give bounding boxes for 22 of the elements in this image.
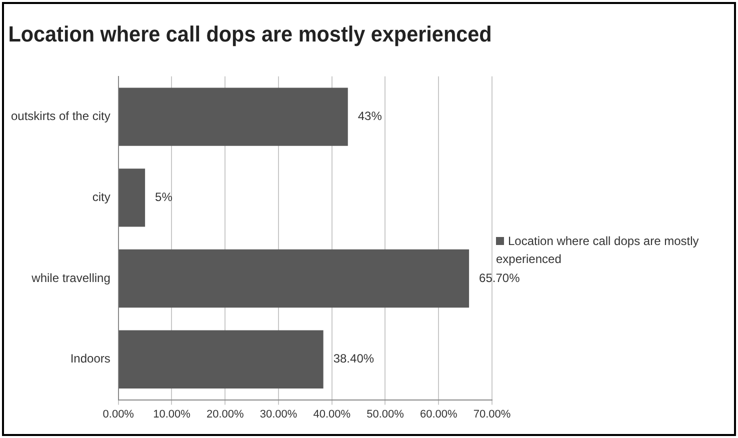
bar bbox=[118, 168, 146, 227]
x-tick-label: 40.00% bbox=[313, 408, 351, 420]
data-label: 65.70% bbox=[479, 270, 520, 285]
y-tick-label: while travelling bbox=[30, 270, 110, 285]
y-tick-label: Indoors bbox=[70, 352, 110, 366]
x-tick-label: 50.00% bbox=[366, 408, 404, 420]
x-tick-label: 60.00% bbox=[420, 408, 458, 420]
x-tick-label: 20.00% bbox=[206, 408, 244, 420]
x-tick-label: 10.00% bbox=[153, 408, 191, 420]
bar bbox=[118, 249, 470, 308]
chart-title: Location where call dops are mostly experienced bbox=[8, 22, 492, 46]
data-label: 38.40% bbox=[333, 352, 374, 366]
data-label: 5% bbox=[155, 190, 173, 204]
bar bbox=[118, 88, 348, 146]
legend-label: Location where call dops are mostly experienced bbox=[496, 233, 700, 268]
y-tick-label: city bbox=[92, 190, 110, 204]
data-label: 43% bbox=[358, 109, 382, 124]
bar bbox=[118, 330, 324, 388]
x-tick-label: 0.00% bbox=[102, 408, 134, 420]
x-tick-label: 70.00% bbox=[473, 408, 511, 420]
x-tick-label: 30.00% bbox=[260, 408, 298, 420]
y-tick-label: outskirts of the city bbox=[10, 109, 110, 124]
